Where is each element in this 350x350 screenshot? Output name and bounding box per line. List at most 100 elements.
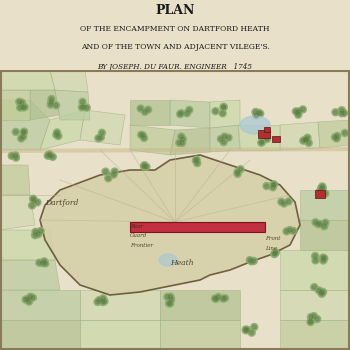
Circle shape (271, 251, 278, 258)
Circle shape (342, 111, 346, 115)
Circle shape (140, 163, 147, 170)
Circle shape (318, 222, 322, 226)
Circle shape (335, 134, 339, 138)
Circle shape (307, 318, 314, 325)
Circle shape (178, 110, 185, 117)
Ellipse shape (240, 116, 270, 134)
Circle shape (311, 284, 318, 290)
Circle shape (78, 104, 85, 111)
Polygon shape (130, 125, 175, 155)
Circle shape (222, 105, 226, 109)
Circle shape (8, 152, 15, 159)
Circle shape (270, 181, 277, 188)
Circle shape (32, 198, 36, 202)
Circle shape (317, 220, 324, 228)
Circle shape (30, 197, 37, 204)
Circle shape (256, 109, 262, 116)
Circle shape (222, 105, 225, 109)
Circle shape (22, 130, 26, 134)
Circle shape (226, 136, 231, 140)
Circle shape (32, 228, 39, 235)
Circle shape (22, 296, 29, 303)
Circle shape (29, 202, 36, 209)
Circle shape (142, 164, 146, 168)
Circle shape (322, 190, 329, 197)
Circle shape (341, 130, 348, 136)
Circle shape (31, 296, 35, 300)
Circle shape (319, 186, 323, 190)
Circle shape (343, 131, 347, 135)
Circle shape (12, 152, 19, 159)
Circle shape (309, 319, 313, 323)
Circle shape (143, 163, 150, 170)
Circle shape (309, 315, 313, 319)
Circle shape (220, 139, 227, 146)
Circle shape (139, 133, 143, 137)
Circle shape (24, 295, 31, 302)
Circle shape (272, 183, 275, 187)
Polygon shape (130, 100, 170, 125)
Text: Dartford: Dartford (45, 199, 78, 207)
Circle shape (18, 106, 22, 110)
Circle shape (223, 135, 226, 139)
Circle shape (283, 228, 290, 235)
Circle shape (49, 103, 53, 107)
Circle shape (314, 315, 321, 322)
Polygon shape (40, 155, 300, 295)
Bar (258, 130, 270, 138)
Circle shape (47, 101, 54, 108)
Circle shape (27, 300, 31, 304)
Circle shape (260, 140, 264, 144)
Text: OF THE ENCAMPMENT ON DARTFORD HEATH: OF THE ENCAMPMENT ON DARTFORD HEATH (80, 25, 270, 33)
Circle shape (302, 136, 309, 144)
Circle shape (332, 109, 339, 116)
Circle shape (54, 103, 58, 107)
Circle shape (167, 293, 174, 300)
Circle shape (310, 313, 317, 320)
Circle shape (42, 260, 49, 267)
Circle shape (177, 141, 181, 145)
Circle shape (36, 232, 40, 236)
Circle shape (322, 224, 326, 228)
Polygon shape (80, 320, 160, 350)
Circle shape (220, 103, 227, 110)
Circle shape (296, 113, 300, 117)
Circle shape (217, 135, 224, 142)
Bar (272, 136, 280, 142)
Circle shape (323, 221, 328, 225)
Circle shape (252, 325, 256, 329)
Circle shape (250, 257, 257, 264)
Circle shape (292, 108, 299, 115)
Circle shape (85, 106, 89, 110)
Circle shape (42, 259, 46, 263)
Circle shape (264, 135, 271, 142)
Circle shape (145, 106, 152, 113)
Circle shape (271, 186, 275, 189)
Circle shape (49, 100, 53, 104)
Circle shape (27, 293, 34, 300)
Polygon shape (170, 100, 210, 128)
Circle shape (301, 107, 305, 111)
Polygon shape (0, 165, 30, 195)
Ellipse shape (159, 254, 177, 266)
Circle shape (41, 261, 45, 265)
Circle shape (313, 254, 317, 258)
Circle shape (97, 298, 101, 302)
Circle shape (14, 156, 18, 160)
Circle shape (36, 259, 43, 266)
Polygon shape (210, 125, 240, 152)
Polygon shape (0, 290, 80, 320)
Circle shape (26, 298, 33, 305)
Circle shape (323, 192, 327, 196)
Circle shape (104, 169, 107, 174)
Circle shape (38, 229, 43, 233)
Circle shape (294, 109, 298, 113)
Circle shape (10, 154, 14, 158)
Circle shape (105, 175, 112, 182)
Circle shape (187, 108, 191, 112)
Circle shape (223, 296, 227, 300)
Circle shape (186, 106, 193, 113)
Circle shape (48, 98, 55, 105)
Circle shape (306, 136, 309, 140)
Circle shape (52, 102, 60, 109)
